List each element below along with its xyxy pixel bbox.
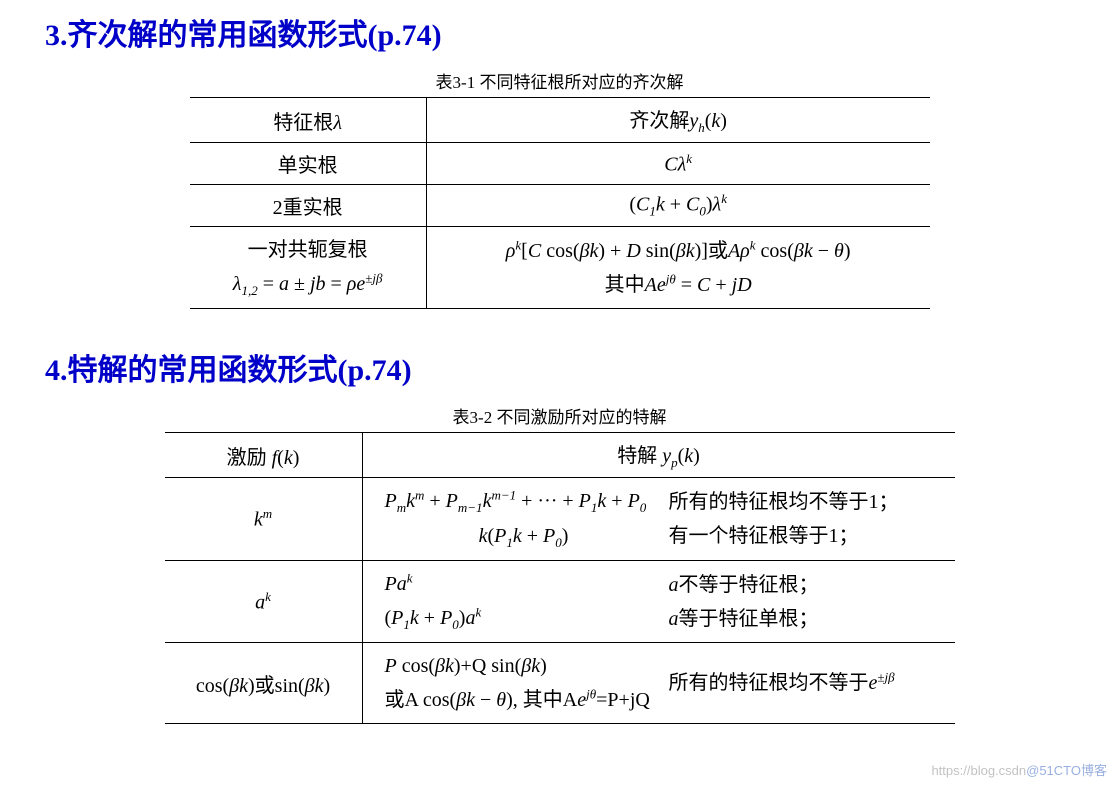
table-row: cos(βk)或sin(βk) xyxy=(165,643,363,724)
table-row: ak xyxy=(165,561,363,643)
table-row: Pak (P1k + P0)ak a不等于特征根； a等于特征单根； xyxy=(362,561,955,643)
section-heading-3: 3.齐次解的常用函数形式(p.74) xyxy=(0,10,1119,54)
table-row: km xyxy=(165,478,363,561)
cell-text: 所有的特征根均不等于1； xyxy=(669,491,899,513)
watermark-right: @51CTO博客 xyxy=(1026,763,1107,778)
table-row: Pmkm + Pm−1km−1 + ··· + P1k + P0 k(P1k +… xyxy=(362,478,955,561)
table-caption-2: 表3-2 不同激励所对应的特解 xyxy=(0,403,1119,428)
table-row: P cos(βk)+Q sin(βk) 或A cos(βk − θ), 其中Ae… xyxy=(362,643,955,724)
table-row: 2重实根 xyxy=(190,185,427,227)
table-row: 单实根 xyxy=(190,143,427,185)
watermark-left: https://blog.csdn xyxy=(931,763,1026,778)
cell-text: 有一个特征根等于1； xyxy=(669,525,859,547)
table-row: Cλk xyxy=(426,143,929,185)
table-row: (C1k + C0)λk xyxy=(426,185,929,227)
cell-text: 一对共轭复根 xyxy=(248,239,368,261)
section-heading-4: 4.特解的常用函数形式(p.74) xyxy=(0,345,1119,389)
watermark: https://blog.csdn@51CTO博客 xyxy=(931,760,1107,779)
table-row: ρk[C cos(βk) + D sin(βk)]或Aρk cos(βk − θ… xyxy=(426,227,929,309)
table-header-left: 激励 f(k) xyxy=(165,433,363,478)
table-row: 一对共轭复根 λ1,2 = a ± jb = ρe±jβ xyxy=(190,227,427,309)
table-particular-solutions: 激励 f(k) 特解 yp(k) km Pmkm + Pm−1km−1 + ··… xyxy=(165,432,955,724)
cell-text: 单实根 xyxy=(278,155,338,177)
table-homogeneous-solutions: 特征根λ 齐次解yh(k) 单实根 Cλk 2重实根 (C1k + C0)λk … xyxy=(190,97,930,309)
table-header-right: 特解 yp(k) xyxy=(362,433,955,478)
cell-text: 2重实根 xyxy=(273,197,343,219)
table-header-left: 特征根λ xyxy=(190,98,427,143)
table-header-right: 齐次解yh(k) xyxy=(426,98,929,143)
table-caption-1: 表3-1 不同特征根所对应的齐次解 xyxy=(0,68,1119,93)
